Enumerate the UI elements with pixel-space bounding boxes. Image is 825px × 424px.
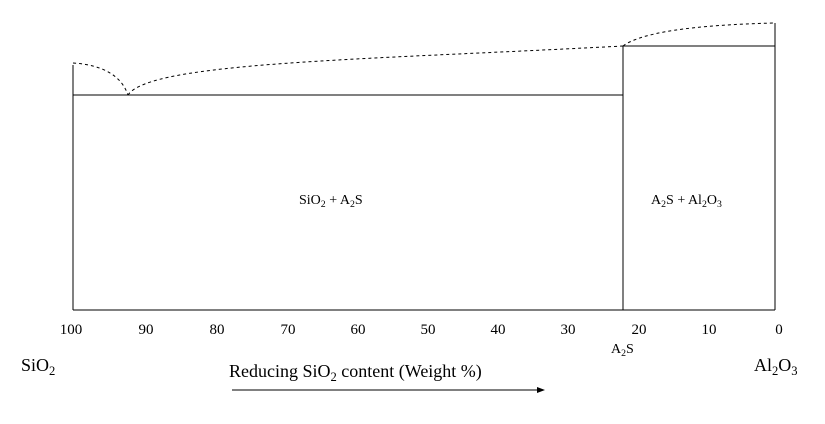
x-tick-label: 100 (59, 322, 83, 338)
liquidus-curve-sio2 (72, 62, 129, 96)
x-tick-label: 20 (631, 322, 647, 338)
x-tick-label: 60 (350, 322, 366, 338)
compound-marker-a2s: A2S (611, 342, 634, 360)
x-axis-label: Reducing SiO2 content (Weight %) (229, 361, 482, 385)
x-tick-label: 30 (560, 322, 576, 338)
x-tick-label: 50 (420, 322, 436, 338)
x-tick-label: 70 (280, 322, 296, 338)
x-tick-label: 40 (490, 322, 506, 338)
liquidus-curve-a2s-right (622, 22, 776, 47)
region-label-sio2-a2s: SiO2 + A2S (299, 193, 363, 211)
component-label-sio2: SiO2 (21, 355, 56, 379)
liquidus-curve-a2s-left (127, 45, 624, 96)
x-tick-label: 10 (701, 322, 717, 338)
x-tick-label: 80 (209, 322, 225, 338)
direction-arrow-head (537, 387, 545, 393)
x-tick-label: 90 (138, 322, 154, 338)
component-label-al2o3: Al2O3 (754, 355, 798, 379)
x-tick-label: 0 (775, 322, 783, 338)
region-label-a2s-al2o3: A2S + Al2O3 (651, 193, 722, 211)
